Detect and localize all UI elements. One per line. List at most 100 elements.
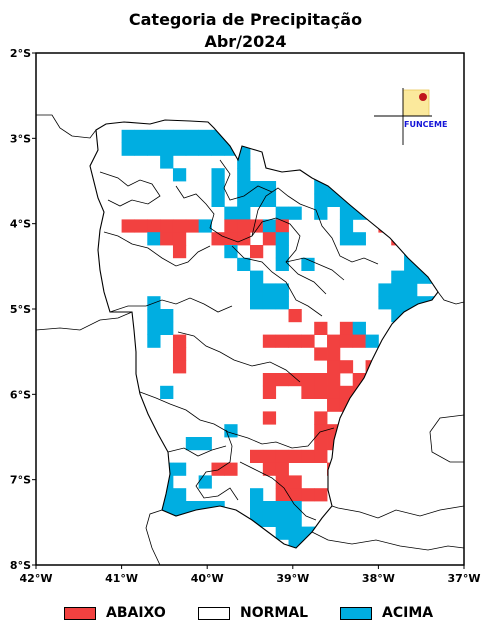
- cell-acima: [172, 142, 187, 156]
- map-subtitle: Abr/2024: [204, 32, 287, 51]
- cell-acima: [481, 283, 491, 296]
- cell-abaixo: [352, 334, 366, 348]
- cell-acima: [288, 206, 302, 220]
- legend-swatch-abaixo: [64, 606, 96, 620]
- cell-acima: [275, 501, 289, 515]
- cell-acima: [121, 129, 135, 143]
- cell-acima: [288, 526, 302, 540]
- cell-acima: [352, 232, 366, 246]
- cell-acima: [224, 206, 238, 220]
- cell-abaixo: [172, 245, 187, 259]
- cell-acima: [391, 270, 405, 284]
- cell-acima: [339, 232, 354, 246]
- cell-acima: [391, 296, 405, 310]
- cell-abaixo: [314, 373, 328, 387]
- cell-acima: [250, 296, 264, 310]
- cell-abaixo: [288, 373, 302, 387]
- cell-acima: [340, 565, 353, 578]
- legend-abaixo: ABAIXO: [64, 603, 166, 623]
- cell-acima: [468, 258, 481, 271]
- cell-abaixo: [185, 219, 200, 233]
- lon-tick-label: 40°W: [191, 572, 224, 585]
- cell-abaixo: [275, 462, 289, 476]
- lat-tick-label: 7°S: [10, 474, 31, 487]
- cell-abaixo: [314, 488, 328, 502]
- cell-acima: [262, 501, 277, 515]
- cell-abaixo: [327, 360, 341, 374]
- cell-abaixo: [288, 309, 302, 323]
- cell-acima: [237, 257, 251, 271]
- cell-abaixo: [147, 219, 161, 233]
- cell-acima: [198, 142, 212, 156]
- cell-acima: [365, 334, 379, 348]
- lon-tick-label: 39°W: [276, 572, 309, 585]
- cell-acima: [481, 309, 491, 322]
- cell-abaixo: [314, 411, 328, 425]
- map-title: Categoria de Precipitação: [128, 10, 363, 29]
- cell-abaixo: [262, 385, 277, 399]
- cell-acima: [275, 232, 289, 246]
- cell-acima: [160, 309, 174, 323]
- cell-abaixo: [314, 449, 328, 463]
- cell-acima: [250, 270, 264, 284]
- cell-abaixo: [172, 232, 187, 246]
- cell-abaixo: [134, 219, 148, 233]
- cell-acima: [160, 142, 174, 156]
- cell-abaixo: [262, 462, 277, 476]
- cell-acima: [134, 142, 148, 156]
- cell-abaixo: [275, 219, 289, 233]
- cell-abaixo: [250, 449, 264, 463]
- cell-acima: [468, 347, 481, 360]
- cell-acima: [198, 219, 212, 233]
- cell-acima: [185, 129, 200, 143]
- lon-tick-label: 42°W: [20, 572, 53, 585]
- cell-acima: [314, 565, 327, 578]
- cell-abaixo: [301, 385, 315, 399]
- cell-acima: [481, 232, 491, 245]
- cell-acima: [262, 181, 277, 195]
- cell-abaixo: [301, 334, 315, 348]
- cell-abaixo: [327, 347, 341, 361]
- cell-abaixo: [339, 385, 354, 399]
- cell-acima: [250, 578, 263, 591]
- cell-acima: [275, 513, 289, 527]
- cell-abaixo: [314, 321, 328, 335]
- legend-acima: ACIMA: [340, 603, 433, 623]
- cell-abaixo: [275, 334, 289, 348]
- cell-acima: [404, 270, 418, 284]
- cell-abaixo: [262, 373, 277, 387]
- cell-abaixo: [172, 219, 187, 233]
- cell-acima: [275, 526, 289, 540]
- cell-acima: [327, 578, 340, 591]
- cell-abaixo: [160, 232, 174, 246]
- cell-abaixo: [288, 334, 302, 348]
- cell-acima: [237, 578, 250, 591]
- cell-abaixo: [301, 488, 315, 502]
- cell-acima: [468, 335, 481, 348]
- cell-acima: [211, 181, 225, 195]
- cell-acima: [250, 501, 264, 515]
- cell-acima: [327, 193, 341, 207]
- lat-tick-label: 4°S: [10, 218, 31, 231]
- cell-acima: [481, 271, 491, 284]
- cell-abaixo: [224, 232, 238, 246]
- cell-acima: [314, 206, 328, 220]
- legend-normal: NORMAL: [198, 603, 308, 623]
- cell-acima: [172, 462, 187, 476]
- cell-acima: [173, 565, 186, 578]
- cell-acima: [147, 142, 161, 156]
- cell-acima: [314, 578, 327, 591]
- cell-acima: [237, 155, 251, 169]
- cell-abaixo: [327, 334, 341, 348]
- municipal-boundaries: [99, 159, 379, 521]
- cell-acima: [160, 129, 174, 143]
- cell-acima: [172, 488, 187, 502]
- cell-acima: [288, 501, 302, 515]
- cell-abaixo: [262, 334, 277, 348]
- lat-tick-label: 3°S: [10, 132, 31, 145]
- lat-tick-label: 2°S: [10, 47, 31, 60]
- cell-acima: [352, 321, 366, 335]
- cell-abaixo: [160, 219, 174, 233]
- cell-abaixo: [262, 449, 277, 463]
